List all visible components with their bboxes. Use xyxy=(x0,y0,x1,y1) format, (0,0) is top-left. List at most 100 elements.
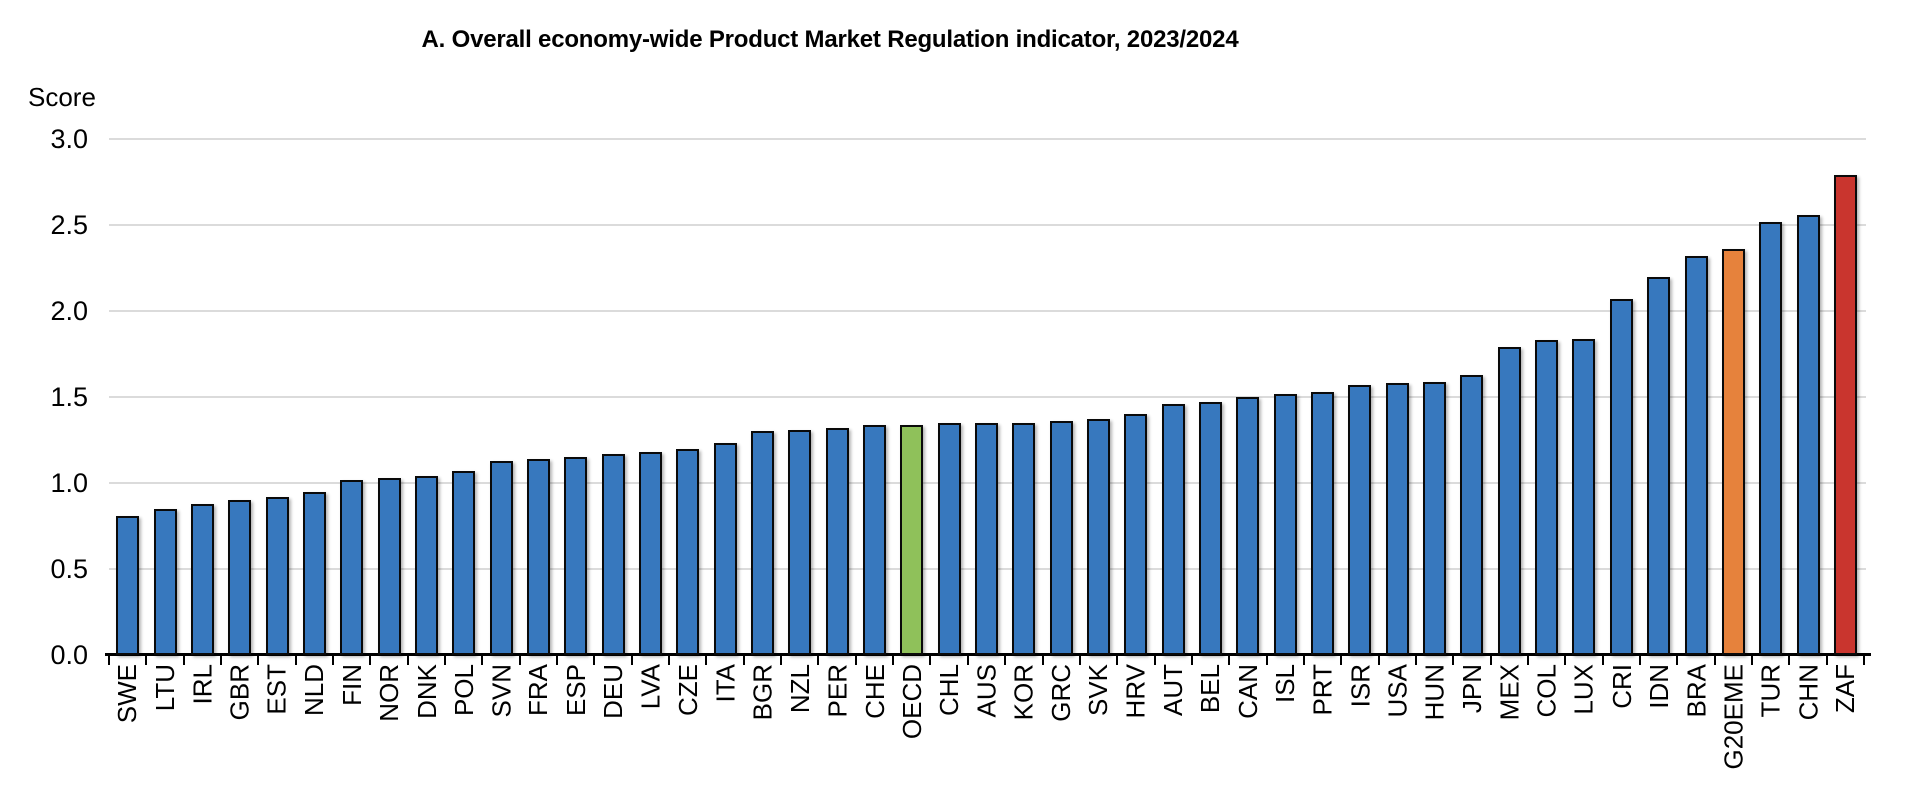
y-axis-tick-label: 0.0 xyxy=(50,640,88,670)
bar-fra xyxy=(526,459,550,655)
axis-tick-mark xyxy=(1526,656,1529,665)
axis-tick-mark xyxy=(1713,656,1716,665)
x-axis-label-lva: LVA xyxy=(635,664,666,710)
bar-grc xyxy=(1049,421,1073,655)
axis-tick-mark xyxy=(668,656,671,665)
bar-svn xyxy=(489,461,513,655)
axis-tick-mark xyxy=(854,656,857,665)
axis-tick-mark xyxy=(1601,656,1604,665)
axis-tick-mark xyxy=(929,656,932,665)
axis-tick-mark xyxy=(518,656,521,665)
axis-tick-mark xyxy=(1452,656,1455,665)
bar-esp xyxy=(564,457,588,655)
x-axis-label-lux: LUX xyxy=(1568,664,1599,715)
chart-title: A. Overall economy-wide Product Market R… xyxy=(421,26,1239,53)
x-axis-label-nor: NOR xyxy=(374,664,404,722)
x-axis-label-cze: CZE xyxy=(672,664,703,716)
axis-tick-mark xyxy=(1116,656,1119,665)
bar-idn xyxy=(1647,277,1671,655)
axis-tick-mark xyxy=(444,656,447,665)
y-axis-title: Score xyxy=(28,82,96,112)
bar-ltu xyxy=(153,509,177,655)
x-axis-label-bel: BEL xyxy=(1195,664,1226,714)
axis-tick-mark xyxy=(108,656,110,665)
x-axis-label-g20eme: G20EME xyxy=(1718,664,1749,770)
bar-can xyxy=(1236,397,1260,655)
axis-tick-mark xyxy=(1489,656,1492,665)
x-axis-label-col: COL xyxy=(1531,664,1562,718)
x-axis-label-isl: ISL xyxy=(1270,664,1301,704)
axis-tick-mark xyxy=(1302,656,1305,665)
axis-tick-mark xyxy=(182,656,185,665)
axis-tick-mark xyxy=(1638,656,1641,665)
y-axis-tick-label: 2.0 xyxy=(50,296,88,326)
gridline xyxy=(109,310,1866,312)
x-axis-label-svk: SVK xyxy=(1083,664,1114,717)
bar-svk xyxy=(1087,419,1110,655)
bar-nor xyxy=(377,478,401,655)
axis-tick-mark xyxy=(257,656,260,665)
x-axis-label-cri: CRI xyxy=(1606,664,1637,709)
axis-tick-mark xyxy=(369,656,372,665)
x-axis-label-dnk: DNK xyxy=(411,664,442,719)
bar-swe xyxy=(116,516,140,655)
axis-tick-mark xyxy=(1788,656,1791,665)
x-axis-label-fin: FIN xyxy=(336,664,367,706)
x-axis-label-gbr: GBR xyxy=(224,664,255,721)
bar-nld xyxy=(302,492,326,655)
bar-isl xyxy=(1273,394,1297,655)
x-axis-label-can: CAN xyxy=(1232,664,1263,719)
x-axis-label-jpn: JPN xyxy=(1456,664,1487,714)
x-axis-label-isr: ISR xyxy=(1344,664,1375,708)
x-axis-label-ltu: LTU xyxy=(150,664,180,712)
bar-oecd xyxy=(900,425,924,655)
axis-tick-mark xyxy=(1564,656,1567,665)
bar-isr xyxy=(1348,385,1372,655)
bar-usa xyxy=(1385,383,1409,655)
axis-tick-mark xyxy=(220,656,223,665)
axis-tick-mark xyxy=(1340,656,1343,665)
x-axis-label-chn: CHN xyxy=(1793,664,1823,721)
axis-tick-mark xyxy=(966,656,969,665)
bar-zaf xyxy=(1833,175,1857,655)
bar-lux xyxy=(1572,339,1596,655)
x-axis-label-est: EST xyxy=(262,664,292,715)
axis-tick-mark xyxy=(1041,656,1044,665)
bar-mex xyxy=(1497,347,1521,655)
bar-chl xyxy=(937,423,961,655)
axis-tick-mark xyxy=(593,656,596,665)
x-axis-label-esp: ESP xyxy=(560,664,591,717)
bar-che xyxy=(863,425,886,655)
x-axis-label-irl: IRL xyxy=(187,664,218,705)
y-axis-tick-label: 3.0 xyxy=(50,124,88,154)
bar-est xyxy=(265,497,289,655)
axis-tick-mark xyxy=(1004,656,1007,665)
x-axis-label-chl: CHL xyxy=(934,664,965,717)
bar-hun xyxy=(1423,382,1447,655)
x-axis-label-kor: KOR xyxy=(1008,664,1039,721)
axis-tick-mark xyxy=(1750,656,1753,665)
bar-aus xyxy=(975,423,998,655)
x-axis-label-pol: POL xyxy=(448,664,479,717)
x-axis-label-aus: AUS xyxy=(971,664,1002,718)
bar-tur xyxy=(1759,222,1783,655)
x-axis-label-bra: BRA xyxy=(1681,664,1711,718)
bar-prt xyxy=(1311,392,1335,655)
bar-chn xyxy=(1796,215,1820,655)
x-axis-label-oecd: OECD xyxy=(896,664,927,740)
x-axis-label-deu: DEU xyxy=(598,664,629,719)
bar-bra xyxy=(1684,256,1708,655)
x-axis-label-hun: HUN xyxy=(1419,664,1450,721)
bar-ita xyxy=(713,443,737,655)
x-axis-label-usa: USA xyxy=(1382,664,1413,718)
bar-cri xyxy=(1609,299,1633,655)
x-axis-label-ita: ITA xyxy=(710,664,741,703)
axis-tick-mark xyxy=(742,656,745,665)
bar-aut xyxy=(1161,404,1185,655)
y-axis-tick-label: 1.5 xyxy=(50,382,88,412)
x-axis-label-aut: AUT xyxy=(1158,664,1189,716)
axis-tick-mark xyxy=(705,656,708,665)
bar-dnk xyxy=(414,476,438,655)
axis-tick-mark xyxy=(332,656,335,665)
y-axis-tick-label: 0.5 xyxy=(50,554,88,584)
